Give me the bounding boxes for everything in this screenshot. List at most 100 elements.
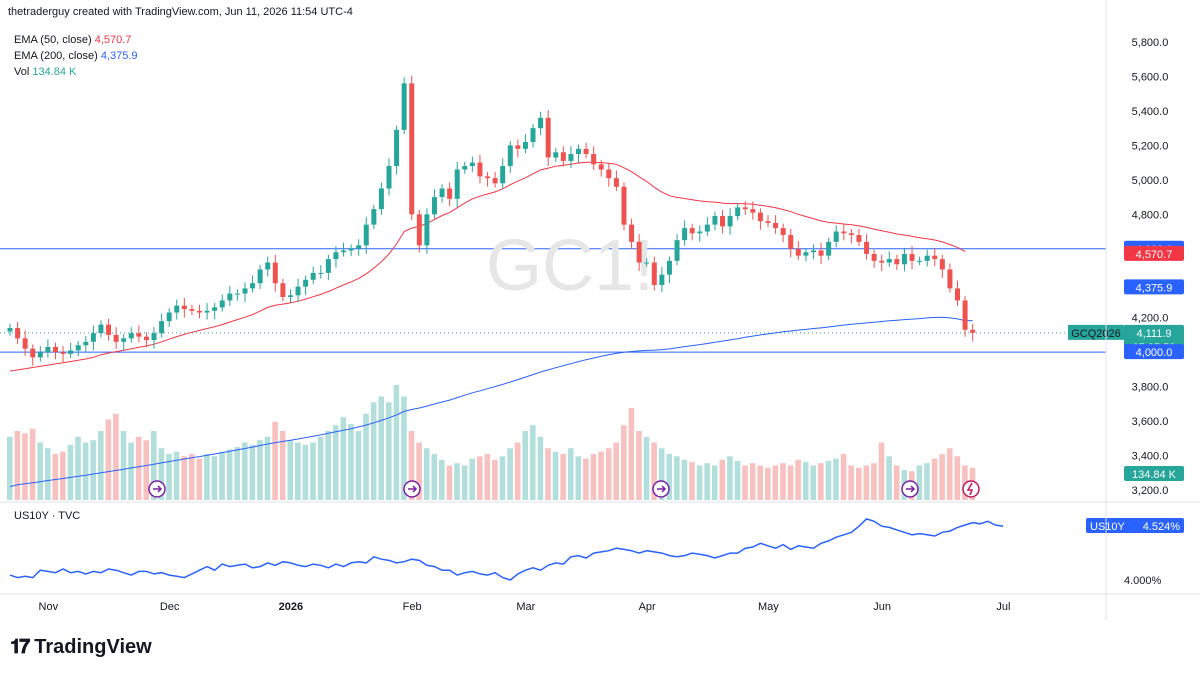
legend-row-ema200[interactable]: EMA (200, close) 4,375.9: [14, 48, 138, 64]
price-tick-label: 5,400.0: [1132, 106, 1169, 118]
candle: [795, 241, 801, 260]
candle-body: [765, 221, 771, 223]
candle: [30, 344, 36, 366]
candle: [68, 342, 74, 359]
time-tick-label: Nov: [39, 601, 59, 613]
price-axis: 5,800.0 5,600.0 5,400.0 5,200.0 5,000.0 4,800…: [1132, 37, 1169, 497]
indicator-legend: EMA (50, close) 4,570.7 EMA (200, close)…: [14, 32, 138, 80]
volume-bar: [340, 417, 347, 500]
candle: [477, 154, 483, 184]
volume-bar: [780, 463, 786, 500]
candle: [750, 201, 756, 220]
candle: [181, 297, 187, 318]
candle-body: [363, 224, 369, 246]
symbol-badge: [1068, 324, 1124, 340]
candle: [265, 256, 271, 277]
time-tick-label: Jul: [996, 601, 1010, 613]
volume-bar: [711, 465, 718, 500]
candle-body: [651, 262, 657, 285]
candle-body: [234, 293, 240, 295]
candle-body: [166, 312, 172, 322]
volume-bar: [370, 402, 377, 500]
tradingview-logo-icon: 𝟏𝟕: [10, 636, 30, 658]
candle-body: [666, 260, 672, 275]
candle-body: [439, 188, 445, 198]
volume-bar: [727, 456, 733, 500]
candle-body: [90, 333, 96, 342]
time-tick-label: 2026: [279, 601, 303, 613]
time-tick-label: May: [758, 601, 779, 613]
volume-bar: [651, 442, 657, 500]
time-tick-label: Feb: [403, 601, 422, 613]
volume-bar: [446, 465, 453, 500]
candle-body: [939, 259, 945, 270]
legend-row-ema50[interactable]: EMA (50, close) 4,570.7: [14, 32, 138, 48]
candle-body: [15, 328, 21, 339]
volume-bar: [848, 465, 854, 500]
candle: [219, 294, 225, 312]
candle: [871, 249, 877, 268]
candle-body: [113, 334, 119, 342]
candle: [378, 182, 384, 215]
horizontal-lines: [0, 248, 1106, 353]
candle-body: [727, 216, 733, 227]
candle-body: [636, 241, 642, 263]
candle-body: [962, 300, 968, 330]
volume-bar: [583, 458, 589, 500]
candle: [159, 313, 165, 338]
volume-bar: [795, 459, 801, 500]
volume-bar: [401, 396, 407, 500]
candle: [128, 327, 134, 343]
candle: [462, 161, 468, 174]
volume-bar: [560, 454, 566, 500]
legend-row-volume[interactable]: Vol 134.84 K: [14, 64, 138, 80]
tradingview-logo[interactable]: 𝟏𝟕 TradingView: [10, 636, 152, 659]
candle: [932, 247, 938, 267]
candle: [250, 275, 256, 293]
candle-body: [795, 248, 801, 256]
candle-body: [60, 352, 66, 354]
candle-body: [181, 305, 187, 310]
volume-bar: [598, 451, 604, 500]
candle-body: [477, 162, 483, 177]
volume-bar: [393, 385, 400, 500]
candle: [371, 204, 377, 229]
candle-body: [970, 329, 976, 333]
candle: [757, 208, 763, 230]
arrow-icon: [906, 485, 916, 493]
candle-body: [431, 197, 437, 215]
volume-bar: [29, 428, 36, 500]
candle: [780, 223, 786, 243]
candle-body: [833, 231, 839, 242]
price-tick-label: 3,200.0: [1132, 485, 1169, 497]
volume-bar: [674, 456, 680, 500]
time-tick-label: Dec: [160, 601, 180, 613]
price-badge: [1124, 279, 1184, 295]
volume-bar: [113, 413, 119, 500]
candle: [500, 158, 506, 189]
us10y-legend[interactable]: US10Y · TVC: [14, 510, 81, 522]
candle: [841, 223, 847, 241]
volume-bar: [151, 431, 157, 500]
volume-bar: [166, 454, 172, 500]
volume-bar: [575, 456, 582, 500]
price-tick-label: 4,800.0: [1132, 209, 1169, 221]
candle: [409, 75, 415, 220]
volume-bar: [765, 467, 771, 500]
volume-bar: [636, 431, 642, 500]
dividend-event-icon: [148, 480, 166, 498]
candle: [629, 218, 635, 249]
candle-body: [644, 262, 650, 264]
volume-bar: [219, 451, 225, 500]
legend-value: 4,570.7: [94, 34, 132, 46]
volume-badge: [1124, 466, 1184, 481]
candle-body: [704, 224, 710, 232]
symbol-badge-label: GCQ2026: [1071, 328, 1121, 340]
ema-lines: [9, 161, 973, 488]
candle: [197, 304, 202, 319]
candle: [674, 234, 680, 266]
candle-body: [265, 262, 271, 270]
event-circle: [962, 480, 980, 498]
candle: [7, 323, 13, 336]
